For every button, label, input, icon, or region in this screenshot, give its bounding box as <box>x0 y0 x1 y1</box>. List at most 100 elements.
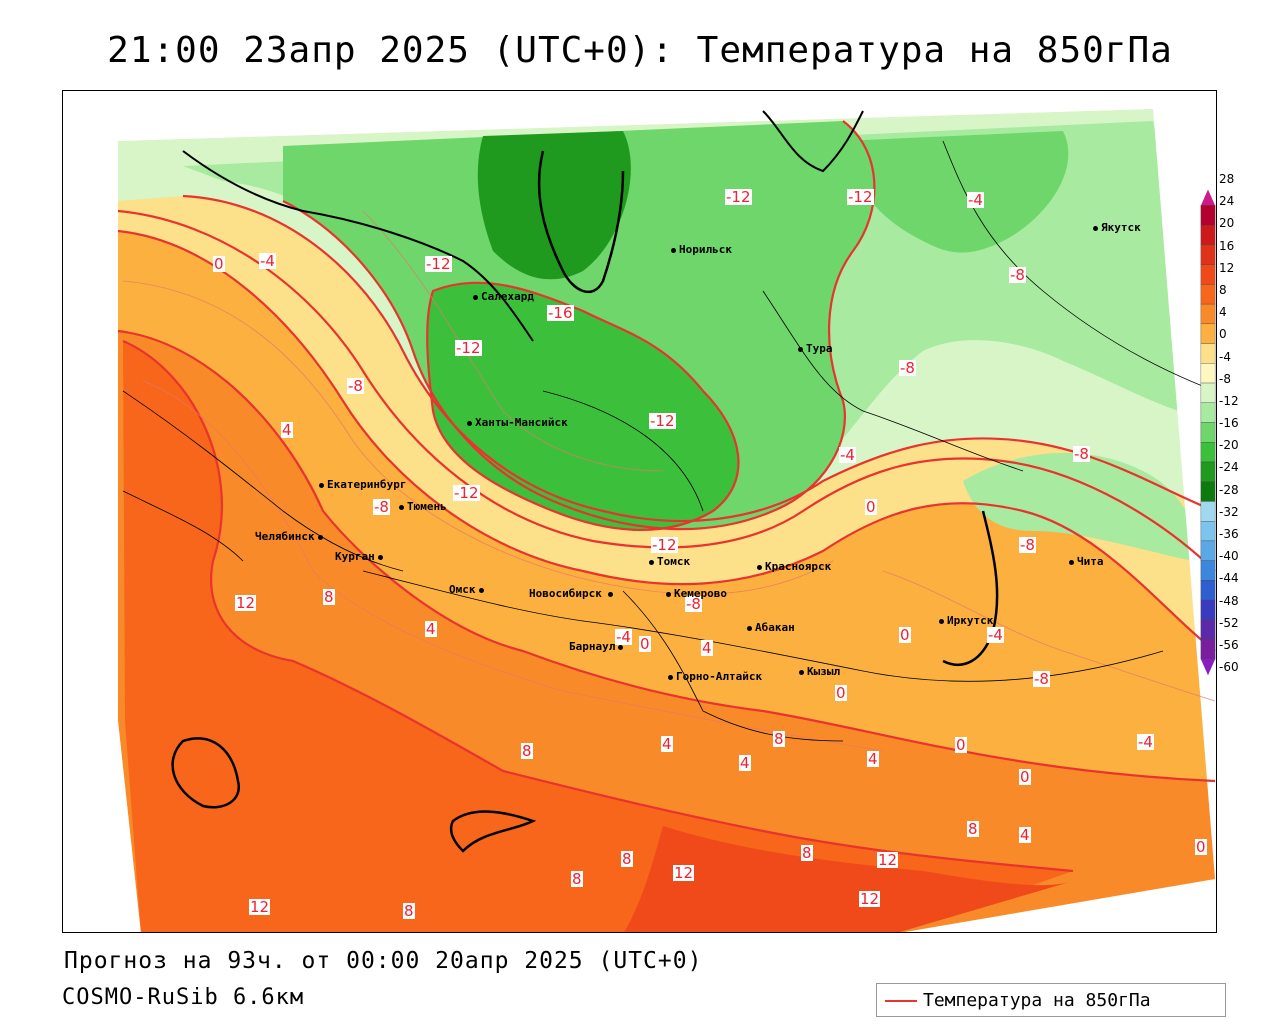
colorbar-swatch <box>1200 284 1216 305</box>
colorbar-tick-label: 16 <box>1219 238 1235 253</box>
contour-label: 8 <box>967 820 979 838</box>
city-marker[interactable]: Иркутск <box>939 615 993 627</box>
colorbar <box>1200 189 1216 676</box>
colorbar-swatch <box>1200 244 1216 265</box>
colorbar-swatch <box>1200 501 1216 522</box>
colorbar-tick-label: 20 <box>1219 216 1235 231</box>
outside-domain-left <box>63 91 141 932</box>
city-name: Тура <box>806 342 833 355</box>
city-name: Кемерово <box>674 587 727 600</box>
contour-label: -4 <box>1137 733 1154 751</box>
contour-label: -8 <box>1009 266 1026 284</box>
colorbar-swatch <box>1200 540 1216 561</box>
contour-label: -8 <box>1033 670 1050 688</box>
colorbar-swatch <box>1200 225 1216 246</box>
map-title: 21:00 23апр 2025 (UTC+0): Температура на… <box>107 30 1173 71</box>
colorbar-tick-label: -8 <box>1219 371 1231 386</box>
city-marker[interactable]: Екатеринбург <box>319 479 406 491</box>
city-marker[interactable]: Салехард <box>473 291 534 303</box>
city-marker[interactable]: Тура <box>798 343 833 355</box>
city-marker[interactable]: Норильск <box>671 244 732 256</box>
city-name: Томск <box>657 555 691 568</box>
city-name: Горно-Алтайск <box>676 670 763 683</box>
city-marker[interactable]: Тюмень <box>399 501 447 513</box>
colorbar-swatch <box>1200 521 1216 542</box>
city-name: Екатеринбург <box>327 478 407 491</box>
contour-label: -12 <box>455 339 482 357</box>
contour-label: 0 <box>639 635 651 653</box>
colorbar-swatch <box>1200 382 1216 403</box>
city-name: Тюмень <box>407 500 447 513</box>
city-marker[interactable]: Челябинск <box>255 531 326 543</box>
city-marker[interactable]: Красноярск <box>757 561 831 573</box>
contour-label: 12 <box>859 890 881 908</box>
contour-label: 8 <box>773 730 785 748</box>
warm-zone-16 <box>624 826 1073 932</box>
colorbar-swatch <box>1200 402 1216 423</box>
city-name: Ханты-Мансийск <box>475 416 568 429</box>
model-name: COSMO-RuSib 6.6км <box>62 985 305 1010</box>
city-marker[interactable]: Курган <box>335 551 386 563</box>
colorbar-tick-label: -20 <box>1219 438 1239 453</box>
city-marker[interactable]: Горно-Алтайск <box>668 671 762 683</box>
contour-label: 4 <box>867 750 879 768</box>
band-4 <box>118 231 1215 781</box>
colorbar-tick-label: -36 <box>1219 527 1239 541</box>
contour-label: 0 <box>1019 768 1031 786</box>
contour-label: 0 <box>899 626 911 644</box>
contour-label: 4 <box>281 421 293 439</box>
contour-label: 0 <box>1195 838 1207 856</box>
band-minus-8-east <box>963 452 1196 561</box>
colorbar-swatch <box>1200 599 1216 621</box>
outside-domain-top <box>63 91 1216 141</box>
colorbar-tick-label: 12 <box>1219 260 1235 275</box>
colorbar-tick-label: -40 <box>1219 549 1239 564</box>
city-name: Норильск <box>679 243 732 256</box>
contour-label: -8 <box>347 377 364 395</box>
city-marker[interactable]: Новосибирск <box>529 588 616 600</box>
colorbar-top-arrow <box>1200 189 1216 206</box>
city-marker[interactable]: Чита <box>1069 556 1104 568</box>
geography-lines <box>122 110 1216 853</box>
city-marker[interactable]: Томск <box>649 556 690 568</box>
city-marker[interactable]: Ханты-Мансийск <box>467 417 568 429</box>
colorbar-tick-label: -48 <box>1219 593 1239 608</box>
city-name: Челябинск <box>255 530 315 543</box>
colorbar-tick-label: 0 <box>1219 327 1227 342</box>
contour-label: 4 <box>701 639 713 657</box>
contour-label: 12 <box>673 864 695 882</box>
city-marker[interactable]: Кызыл <box>799 666 840 678</box>
contour-label: 8 <box>403 902 415 920</box>
colorbar-swatch <box>1200 323 1216 344</box>
contour-label: 8 <box>521 742 533 760</box>
city-marker[interactable]: Кемерово <box>666 588 727 600</box>
contour-label: -8 <box>1019 536 1036 554</box>
colorbar-tick-label: -28 <box>1219 482 1239 497</box>
colorbar-swatch <box>1200 422 1216 443</box>
warm-zone-12 <box>123 341 1073 932</box>
legend: Температура на 850гПа <box>876 983 1226 1017</box>
colorbar-swatch <box>1200 264 1216 285</box>
colorbar-tick-label: -16 <box>1219 416 1239 431</box>
colorbar-tick-label: -24 <box>1219 460 1239 475</box>
band-0 <box>118 211 1215 651</box>
colorbar-ticks: 28 24 20 16 12 8 4 0 -4 -8 -12 -16 -20 -24 -28 -32 -36 -4… <box>1219 168 1239 678</box>
city-name: Барнаул <box>569 640 616 653</box>
contour-label: -12 <box>847 188 874 206</box>
city-marker[interactable]: Якутск <box>1093 222 1141 234</box>
contour-label: 12 <box>235 594 257 612</box>
temperature-map[interactable]: -12 -12 -4 -4 0 -12 -8 -16 -12 -8 -8 -8 … <box>62 90 1217 933</box>
city-marker[interactable]: Барнаул <box>569 641 626 653</box>
city-marker[interactable]: Абакан <box>747 622 795 634</box>
colorbar-swatch <box>1200 619 1216 640</box>
contour-label: 12 <box>877 851 899 869</box>
colorbar-swatch <box>1200 481 1216 502</box>
colorbar-swatch <box>1200 580 1216 601</box>
city-name: Иркутск <box>947 614 994 627</box>
contour-lines <box>117 120 1216 873</box>
city-marker[interactable]: Омск <box>449 584 487 596</box>
legend-label: Температура на 850гПа <box>923 990 1151 1011</box>
colorbar-tick-label: -32 <box>1219 504 1239 519</box>
colorbar-tick-label: 8 <box>1219 282 1227 297</box>
city-name: Кызыл <box>807 665 841 678</box>
